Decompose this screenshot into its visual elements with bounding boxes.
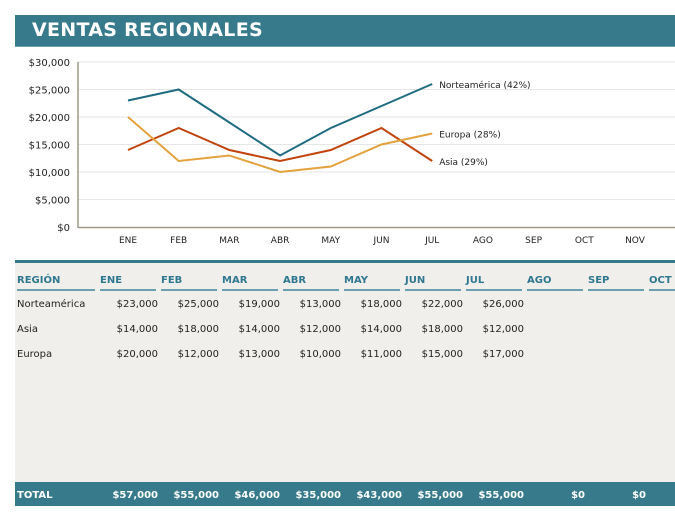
table-cell: $23,000: [116, 299, 158, 310]
table-cell: $19,000: [238, 299, 280, 310]
table-cell: $13,000: [238, 349, 280, 360]
total-cell: $46,000: [234, 490, 280, 501]
table-cell: $22,000: [421, 299, 463, 310]
total-cell: $0: [632, 490, 646, 501]
total-label: TOTAL: [17, 490, 53, 501]
column-header: REGIÓN: [17, 275, 95, 291]
y-tick-label: $10,000: [29, 168, 70, 179]
table-cell: $13,000: [299, 299, 341, 310]
column-header: JUN: [405, 275, 461, 291]
table-cell: $12,000: [482, 324, 524, 335]
region-label: Norteamérica: [17, 299, 86, 310]
total-cell: $57,000: [112, 490, 158, 501]
y-tick-label: $0: [57, 223, 70, 234]
column-header: AGO: [527, 275, 583, 291]
region-label: Europa: [17, 349, 53, 360]
total-cell: $43,000: [356, 490, 402, 501]
total-cell: $55,000: [173, 490, 219, 501]
x-tick-label: ABR: [271, 236, 290, 246]
series-label: Norteamérica (42%): [439, 80, 530, 91]
x-tick-label: NOV: [625, 236, 646, 246]
total-row: TOTAL $57,000 $55,000 $46,000 $35,000 $43,000…: [15, 482, 675, 506]
y-tick-label: $20,000: [29, 113, 70, 124]
total-cell: $35,000: [295, 490, 341, 501]
table-cell: $25,000: [177, 299, 219, 310]
x-tick-label: FEB: [170, 236, 187, 246]
table-cell: $14,000: [116, 324, 158, 335]
table-cell: $18,000: [421, 324, 463, 335]
column-header: ENE: [100, 275, 156, 291]
title-bar: VENTAS REGIONALES: [15, 15, 675, 47]
table-cell: $20,000: [116, 349, 158, 360]
region-label: Asia: [17, 324, 38, 335]
line-chart: $0 $5,000 $10,000 $15,000 $20,000 $25,000 $30,…: [29, 58, 675, 246]
table-cell: $12,000: [299, 324, 341, 335]
table-cell: $10,000: [299, 349, 341, 360]
series-label: Asia (29%): [439, 158, 488, 168]
x-tick-label: OCT: [575, 236, 594, 246]
y-tick-label: $5,000: [35, 196, 70, 207]
total-cell: $55,000: [478, 490, 524, 501]
x-tick-label: SEP: [525, 236, 542, 246]
series-label: Europa (28%): [439, 131, 501, 141]
x-tick-label: ENE: [119, 236, 137, 246]
column-header: FEB: [161, 275, 217, 291]
column-header: OCT: [649, 275, 675, 291]
column-header: MAR: [222, 275, 278, 291]
page-title: VENTAS REGIONALES: [32, 19, 263, 41]
table-cell: $15,000: [421, 349, 463, 360]
x-tick-label: JUN: [373, 236, 390, 246]
column-header: SEP: [588, 275, 644, 291]
y-tick-label: $15,000: [29, 141, 70, 152]
table-cell: $18,000: [360, 299, 402, 310]
y-tick-label: $30,000: [29, 58, 70, 69]
total-cell: $0: [571, 490, 585, 501]
x-tick-label: JUL: [424, 236, 439, 246]
column-header: ABR: [283, 275, 339, 291]
column-header: JUL: [466, 275, 522, 291]
table-cell: $18,000: [177, 324, 219, 335]
table-cell: $26,000: [482, 299, 524, 310]
table-cell: $14,000: [360, 324, 402, 335]
y-tick-label: $25,000: [29, 86, 70, 97]
column-header: MAY: [344, 275, 400, 291]
sales-table: REGIÓN ENE FEB MAR ABR MAY JUN JUL AGO SEP OCT Nort…: [15, 260, 675, 485]
table-cell: $12,000: [177, 349, 219, 360]
table-cell: $14,000: [238, 324, 280, 335]
table-cell: $17,000: [482, 349, 524, 360]
x-tick-label: AGO: [473, 236, 493, 246]
x-tick-label: MAY: [321, 236, 340, 246]
x-tick-label: MAR: [219, 236, 239, 246]
total-cell: $55,000: [417, 490, 463, 501]
table-cell: $11,000: [360, 349, 402, 360]
